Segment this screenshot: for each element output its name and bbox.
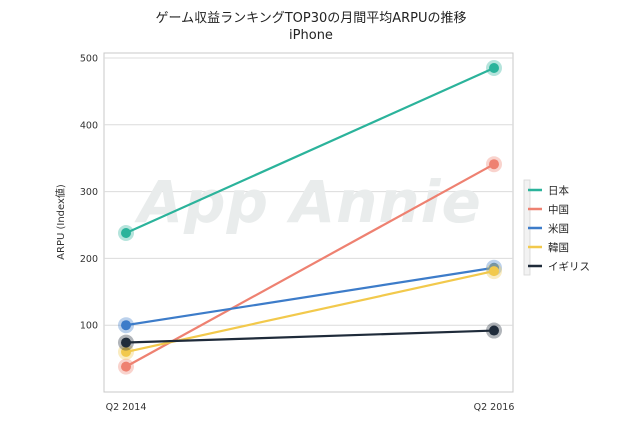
series-line bbox=[125, 270, 495, 353]
data-point[interactable] bbox=[121, 320, 131, 331]
data-point[interactable] bbox=[121, 346, 131, 357]
series-4 bbox=[118, 322, 502, 351]
data-point[interactable] bbox=[489, 325, 499, 336]
chart-title: ゲーム収益ランキングTOP30の月間平均ARPUの推移 bbox=[155, 11, 466, 26]
series-line bbox=[125, 266, 495, 327]
chart-subtitle: iPhone bbox=[289, 28, 333, 43]
legend-item[interactable]: 韓国 bbox=[548, 242, 569, 254]
y-tick-label: 300 bbox=[80, 187, 98, 198]
data-point[interactable] bbox=[121, 228, 131, 239]
series-layer bbox=[118, 60, 502, 375]
legend-item[interactable]: 米国 bbox=[548, 222, 569, 235]
data-point[interactable] bbox=[121, 337, 131, 348]
legend-item[interactable]: イギリス bbox=[548, 261, 590, 273]
y-axis-label: ARPU (Index値) bbox=[54, 184, 67, 260]
series-1 bbox=[118, 156, 502, 375]
y-tick-label: 200 bbox=[80, 254, 98, 265]
data-point[interactable] bbox=[489, 266, 499, 277]
data-point[interactable] bbox=[489, 63, 499, 74]
y-tick-label: 400 bbox=[80, 120, 98, 131]
y-axis: 100 200 300 400 500 bbox=[80, 54, 98, 332]
x-axis: Q2 2014 Q2 2016 bbox=[106, 402, 515, 413]
plot-area bbox=[103, 52, 514, 393]
watermark: App Annie bbox=[134, 168, 482, 236]
y-tick-label: 100 bbox=[80, 321, 98, 332]
legend-item[interactable]: 日本 bbox=[548, 184, 569, 197]
series-line bbox=[125, 329, 495, 344]
series-0 bbox=[118, 60, 502, 242]
series-3 bbox=[118, 263, 502, 360]
data-point[interactable] bbox=[121, 361, 131, 372]
x-tick-label: Q2 2016 bbox=[474, 402, 515, 413]
gridlines bbox=[104, 57, 513, 326]
series-line bbox=[125, 67, 495, 235]
data-point[interactable] bbox=[489, 159, 499, 170]
series-line bbox=[125, 163, 495, 368]
x-tick-label: Q2 2014 bbox=[106, 402, 147, 413]
legend-item[interactable]: 中国 bbox=[548, 203, 569, 216]
y-tick-label: 500 bbox=[80, 54, 98, 65]
